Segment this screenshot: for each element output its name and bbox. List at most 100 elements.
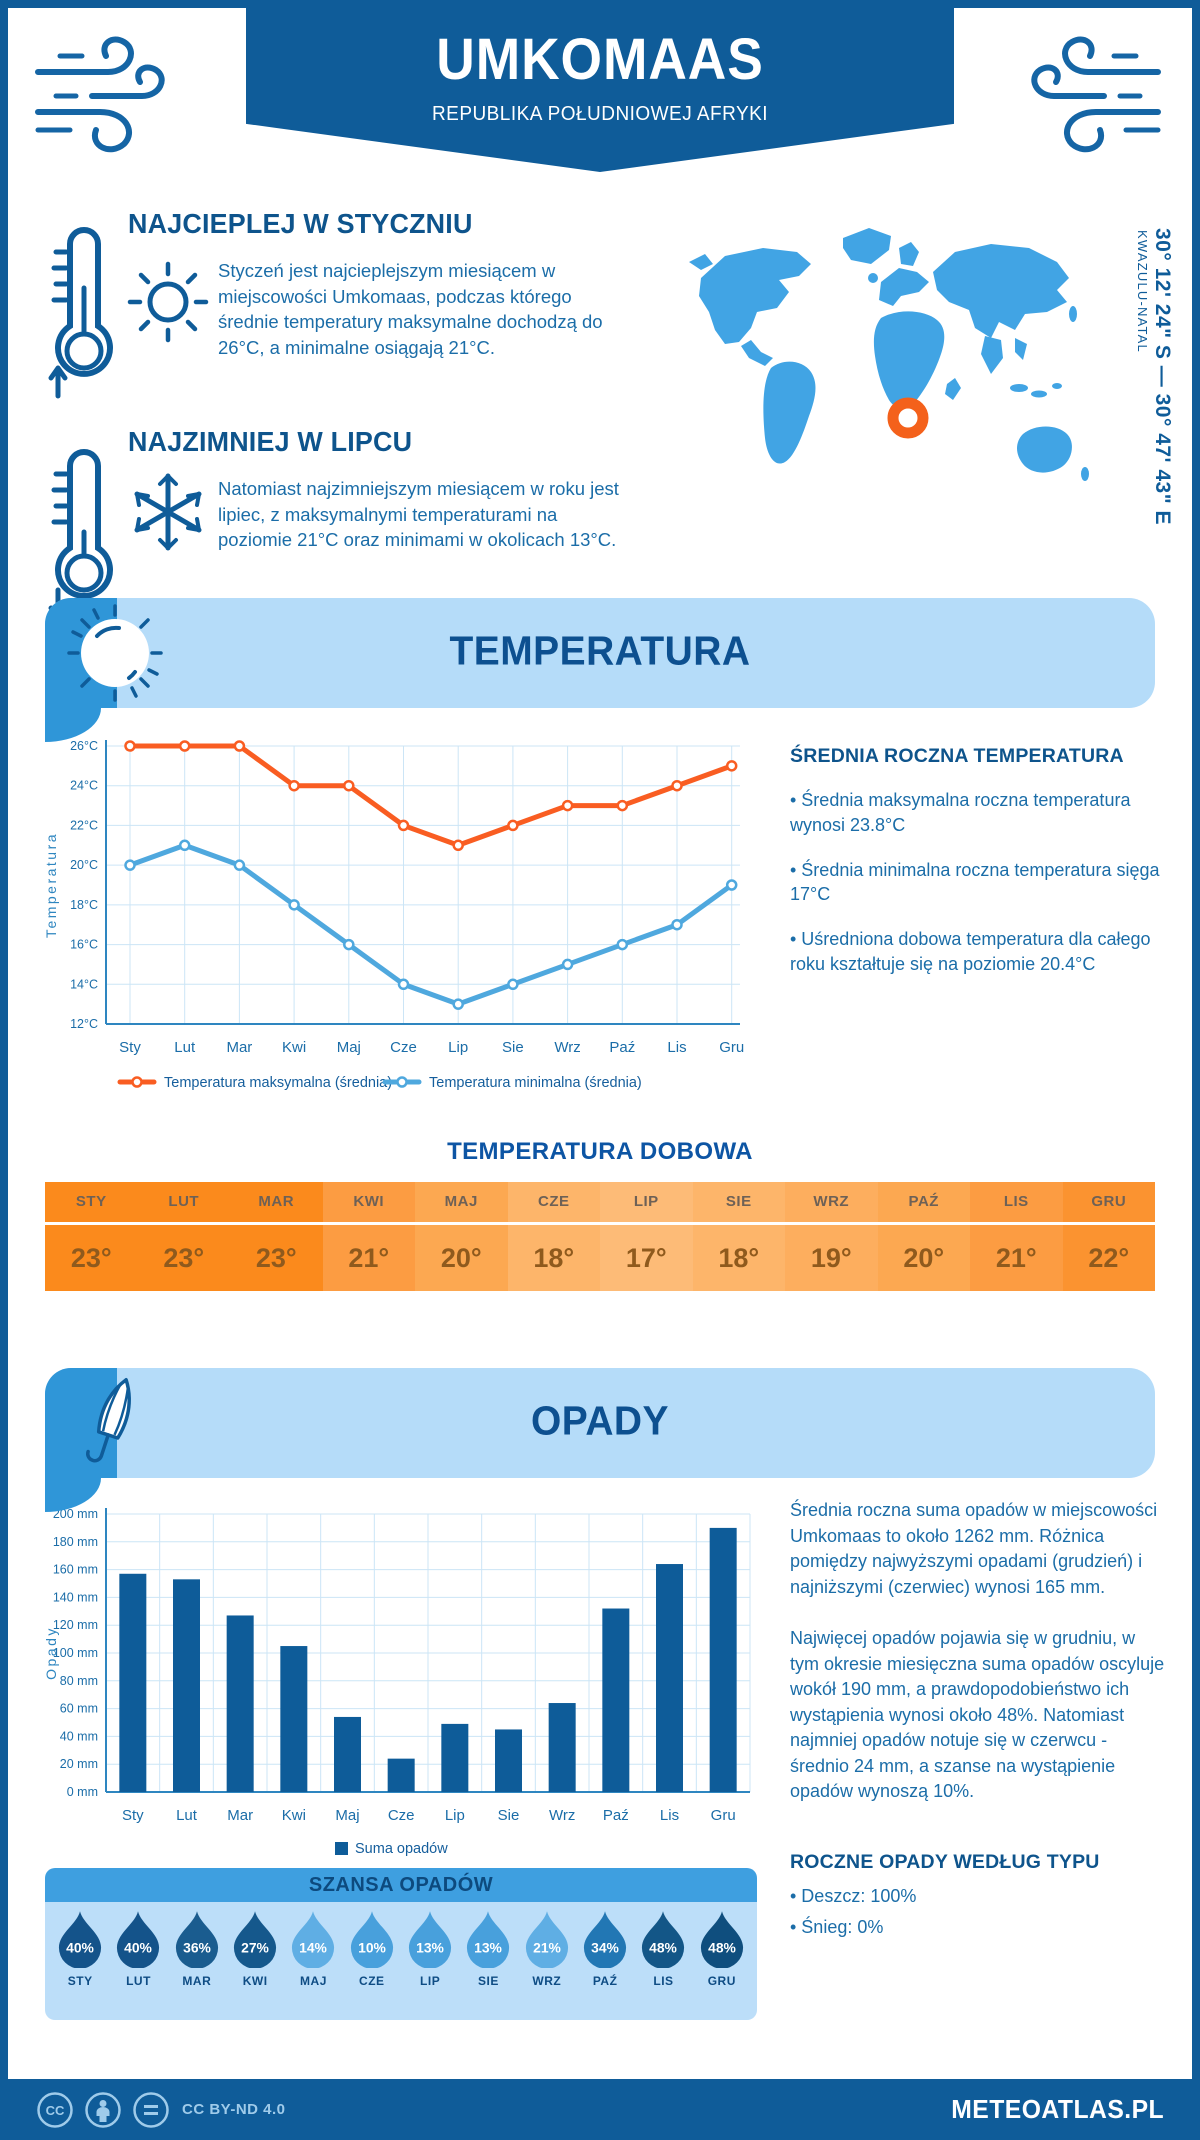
annual-bullet: • Średnia minimalna roczna temperatura s… — [790, 859, 1160, 905]
precipitation-paragraph: Najwięcej opadów pojawia się w grudniu, … — [790, 1628, 1165, 1802]
svg-text:Maj: Maj — [335, 1807, 359, 1824]
svg-text:14°C: 14°C — [70, 977, 98, 991]
rain-chance-month: LUT — [126, 1974, 151, 1988]
precipitation-section-title: OPADY — [530, 1397, 669, 1444]
warmest-text: Styczeń jest najcieplejszym miesiącem w … — [218, 260, 603, 358]
svg-text:100 mm: 100 mm — [53, 1646, 98, 1660]
rain-chance-panel: SZANSA OPADÓW 40% STY 40% LUT 36% MAR 27% KWI 14… — [45, 1868, 757, 2020]
svg-text:120 mm: 120 mm — [53, 1618, 98, 1632]
daily-temperature-title: TEMPERATURA DOBOWA — [447, 1138, 753, 1165]
table-month-header: CZE — [538, 1193, 570, 1210]
annual-temperature-heading: ŚREDNIA ROCZNA TEMPERATURA — [790, 745, 1124, 767]
precip-type-heading: ROCZNE OPADY WEDŁUG TYPU — [790, 1851, 1100, 1874]
sun-icon — [127, 261, 209, 343]
svg-text:48%: 48% — [708, 1939, 736, 1955]
rain-chance-month: LIP — [420, 1974, 441, 1988]
cc-by-icon — [85, 2091, 121, 2128]
svg-text:Gru: Gru — [711, 1807, 736, 1824]
rain-chance-month: SIE — [478, 1974, 499, 1988]
svg-text:Lip: Lip — [448, 1039, 468, 1056]
svg-text:Wrz: Wrz — [549, 1807, 575, 1824]
cc-license-icons: CC — [36, 2091, 170, 2129]
svg-text:Lut: Lut — [174, 1039, 196, 1056]
table-column: LIS 21° — [970, 1182, 1063, 1291]
svg-text:Mar: Mar — [226, 1039, 252, 1056]
raindrop-icon: 13% — [409, 1911, 452, 1969]
rain-chance-title: SZANSA OPADÓW — [45, 1868, 757, 1902]
table-temp-value: 20° — [415, 1222, 508, 1291]
footer: CC CC BY-ND 4.0 METEOATLAS.PL — [0, 2079, 1200, 2140]
svg-text:24°C: 24°C — [70, 779, 98, 793]
rain-chance-drops: 40% STY 40% LUT 36% MAR 27% KWI 14% MAJ 10% CZE 13% L… — [45, 1902, 757, 2020]
raindrop-icon: 48% — [700, 1911, 743, 1969]
table-column: KWI 21° — [322, 1182, 415, 1291]
table-temp-value: 23° — [45, 1222, 138, 1291]
table-column: LUT 23° — [137, 1182, 230, 1291]
svg-text:16°C: 16°C — [70, 938, 98, 952]
precipitation-bar-chart: 0 mm 20 mm 40 mm 60 mm 80 mm 100 mm 120 mm 140 … — [43, 1507, 751, 1857]
wind-icon — [35, 36, 165, 153]
svg-text:Sie: Sie — [502, 1039, 524, 1056]
rain-chance-month: MAR — [182, 1974, 212, 1988]
table-temp-value: 18° — [507, 1222, 600, 1291]
rain-chance-item: 40% STY — [51, 1902, 109, 2020]
rain-chance-month: STY — [67, 1974, 93, 1988]
table-column: LIP 17° — [600, 1182, 693, 1291]
rain-chance-month: MAJ — [300, 1974, 327, 1988]
svg-text:Kwi: Kwi — [282, 1039, 306, 1056]
table-temp-value: 21° — [970, 1222, 1063, 1291]
rain-chance-month: WRZ — [532, 1974, 562, 1988]
svg-text:26°C: 26°C — [70, 739, 98, 753]
precipitation-text-panel: Średnia roczna suma opadów w miejscowośc… — [790, 1498, 1168, 1940]
svg-text:140 mm: 140 mm — [53, 1590, 98, 1604]
svg-text:27%: 27% — [241, 1939, 269, 1955]
annual-bullet: • Uśredniona dobowa temperatura dla całe… — [790, 929, 1151, 975]
rain-chance-item: 48% GRU — [693, 1902, 751, 2020]
svg-text:Sty: Sty — [122, 1807, 144, 1824]
rain-chance-item: 27% KWI — [226, 1902, 284, 2020]
rain-chance-month: LIS — [653, 1974, 674, 1988]
svg-text:Paź: Paź — [603, 1807, 629, 1824]
svg-text:Sty: Sty — [119, 1039, 141, 1056]
svg-text:Gru: Gru — [719, 1039, 744, 1056]
coordinates-text: 30° 12' 24" S — 30° 47' 43" E — [1151, 228, 1174, 526]
raindrop-icon: 10% — [350, 1911, 393, 1969]
table-temp-value: 17° — [600, 1222, 693, 1291]
svg-text:20°C: 20°C — [70, 858, 98, 872]
rain-chance-item: 21% WRZ — [518, 1902, 576, 2020]
svg-text:12°C: 12°C — [70, 1017, 98, 1031]
temperature-line-chart: 12°C 14°C 16°C 18°C 20°C 22°C 24°C 26°C Sty Lut Ma… — [43, 739, 744, 1091]
svg-text:22°C: 22°C — [70, 818, 98, 832]
svg-text:40%: 40% — [125, 1939, 153, 1955]
svg-text:Temperatura minimalna (średnia: Temperatura minimalna (średnia) — [429, 1075, 642, 1091]
thermometer-up-icon — [48, 226, 113, 399]
page-subtitle: REPUBLIKA POŁUDNIOWEJ AFRYKI — [431, 103, 769, 125]
wind-icon — [1031, 36, 1161, 153]
precip-type-bullet: • Śnieg: 0% — [790, 1916, 884, 1937]
table-column: PAŹ 20° — [877, 1182, 970, 1291]
coldest-heading: NAJZIMNIEJ W LIPCU — [128, 426, 413, 457]
location-marker — [887, 397, 929, 439]
table-month-header: GRU — [1091, 1193, 1127, 1210]
svg-text:60 mm: 60 mm — [60, 1702, 98, 1716]
coldest-block: NAJZIMNIEJ W LIPCU Natomiast najzimniejs… — [40, 418, 680, 638]
svg-text:Lut: Lut — [176, 1807, 198, 1824]
svg-text:Wrz: Wrz — [554, 1039, 580, 1056]
svg-text:Temperatura maksymalna (średni: Temperatura maksymalna (średnia) — [164, 1075, 392, 1091]
table-temp-value: 19° — [785, 1222, 878, 1291]
warmest-heading: NAJCIEPLEJ W STYCZNIU — [128, 208, 473, 239]
warmest-block: NAJCIEPLEJ W STYCZNIU Styczeń jest najci… — [40, 200, 680, 420]
snowflake-icon — [134, 473, 202, 551]
svg-text:40 mm: 40 mm — [60, 1729, 98, 1743]
site-link[interactable]: METEOATLAS.PL — [951, 2094, 1164, 2124]
svg-text:Lis: Lis — [660, 1807, 679, 1824]
license-text: CC BY-ND 4.0 — [182, 2101, 286, 2118]
svg-text:Lip: Lip — [445, 1807, 465, 1824]
svg-text:13%: 13% — [416, 1939, 444, 1955]
umbrella-banner-icon — [86, 1378, 131, 1463]
sun-banner-icon — [67, 604, 163, 702]
precipitation-section-banner: OPADY — [45, 1368, 1155, 1512]
raindrop-icon: 40% — [117, 1911, 160, 1969]
table-temp-value: 18° — [692, 1222, 785, 1291]
